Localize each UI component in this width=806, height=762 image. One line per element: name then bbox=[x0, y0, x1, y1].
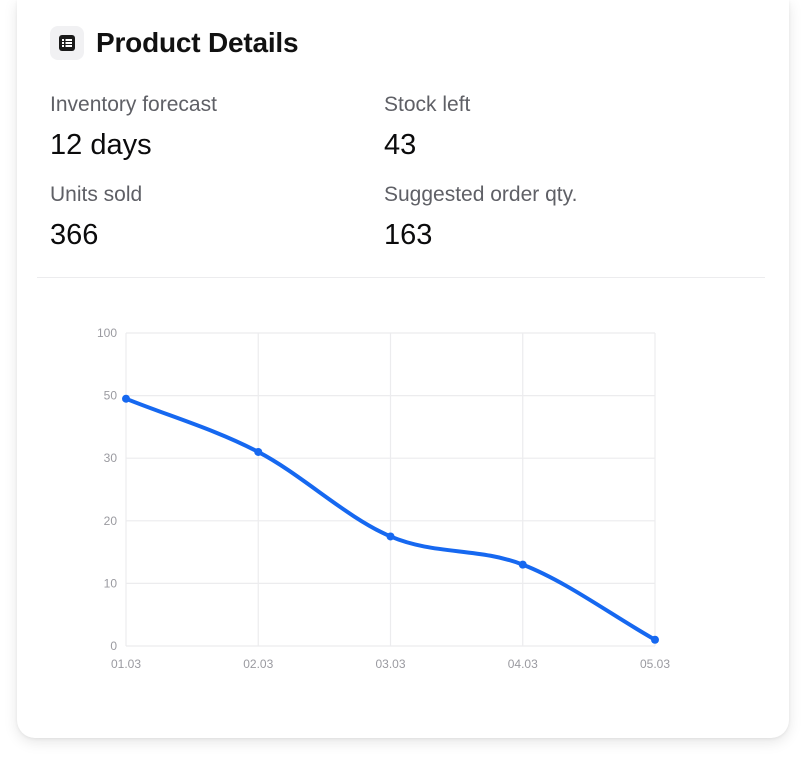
y-tick-label: 30 bbox=[104, 451, 118, 465]
stat-value: 163 bbox=[384, 219, 433, 251]
list-icon bbox=[50, 26, 84, 60]
x-tick-label: 05.03 bbox=[640, 657, 670, 671]
stat-value: 12 days bbox=[50, 129, 152, 161]
page-title: Product Details bbox=[96, 27, 299, 58]
stat-label: Inventory forecast bbox=[50, 93, 217, 116]
divider bbox=[37, 277, 765, 278]
stock-line-chart: 0 10 20 30 50 100 01.03 02.03 03.03 04.03 05.03 bbox=[97, 326, 670, 671]
x-tick-label: 03.03 bbox=[375, 657, 405, 671]
y-tick-label: 100 bbox=[97, 326, 117, 340]
stat-label: Stock left bbox=[384, 93, 471, 116]
card-header: Product Details bbox=[50, 26, 299, 60]
stat-inventory-forecast: Inventory forecast 12 days bbox=[50, 92, 217, 162]
stat-value: 366 bbox=[50, 219, 99, 251]
x-tick-label: 02.03 bbox=[243, 657, 273, 671]
product-details-card: Product Details Inventory forecast 12 da… bbox=[17, 0, 789, 738]
y-tick-label: 50 bbox=[104, 389, 118, 403]
y-tick-label: 0 bbox=[110, 639, 117, 653]
stat-label: Units sold bbox=[50, 183, 143, 206]
data-point bbox=[518, 560, 527, 569]
stat-stock-left: Stock left 43 bbox=[384, 92, 470, 162]
y-tick-label: 10 bbox=[104, 576, 118, 590]
stat-suggested-order-qty: Suggested order qty. 163 bbox=[384, 182, 577, 252]
stat-label: Suggested order qty. bbox=[384, 183, 578, 206]
data-point bbox=[254, 447, 263, 456]
y-tick-label: 20 bbox=[104, 514, 118, 528]
x-tick-label: 01.03 bbox=[111, 657, 141, 671]
data-point bbox=[651, 635, 659, 644]
stat-value: 43 bbox=[384, 129, 417, 161]
x-tick-label: 04.03 bbox=[508, 657, 538, 671]
stat-units-sold: Units sold 366 bbox=[50, 182, 142, 252]
data-point bbox=[386, 532, 395, 541]
data-point bbox=[122, 394, 130, 403]
